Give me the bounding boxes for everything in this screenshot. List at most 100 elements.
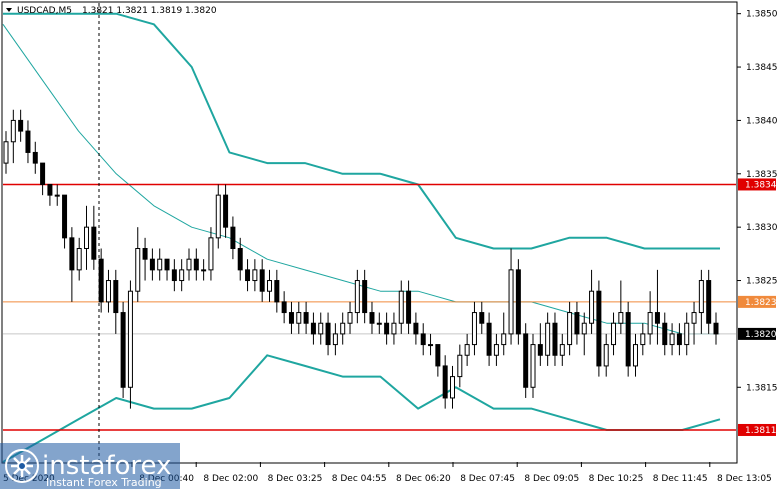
x-tick-label: 8 Dec 03:25 xyxy=(268,474,323,484)
candle xyxy=(537,323,543,366)
y-tick-label: 1.3830 xyxy=(746,223,778,233)
candle xyxy=(171,259,177,292)
logo-emblem-icon xyxy=(5,449,39,483)
candle xyxy=(640,323,646,356)
candle xyxy=(10,109,16,164)
candle xyxy=(62,194,68,249)
candle-body xyxy=(47,183,53,196)
candle-body xyxy=(120,312,126,388)
candle-body xyxy=(669,333,675,346)
candle xyxy=(208,227,214,281)
candle-body xyxy=(384,322,390,335)
candle-body xyxy=(611,322,617,346)
candle xyxy=(654,269,660,345)
candle xyxy=(18,109,24,142)
dropdown-triangle-icon[interactable] xyxy=(6,8,12,12)
candle-body xyxy=(18,119,24,132)
candle-body xyxy=(662,322,668,346)
candle xyxy=(486,312,492,366)
candle xyxy=(69,227,75,302)
candle xyxy=(325,312,331,356)
candle-body xyxy=(515,269,521,335)
candle xyxy=(127,280,133,409)
candle-body xyxy=(698,280,704,314)
plot-frame xyxy=(1,1,738,464)
candle xyxy=(449,365,455,409)
candle xyxy=(135,227,141,302)
candle xyxy=(332,323,338,356)
candle xyxy=(632,333,638,377)
candle-body xyxy=(457,354,463,378)
candle-body xyxy=(479,312,485,324)
resistance-price-tag xyxy=(738,178,776,191)
x-tick-label: 8 Dec 06:20 xyxy=(396,474,451,484)
y-tick-label: 1.3815 xyxy=(746,383,778,393)
candle xyxy=(471,301,477,356)
candle-body xyxy=(691,312,697,324)
candle-body xyxy=(632,344,638,367)
candle xyxy=(376,312,382,334)
y-tick-label: 1.3835 xyxy=(746,170,778,180)
candle xyxy=(391,312,397,345)
candle-body xyxy=(259,269,265,292)
candle-body xyxy=(567,312,573,346)
candle xyxy=(245,259,251,292)
candle-body xyxy=(449,376,455,399)
candle xyxy=(515,259,521,345)
candle xyxy=(310,312,316,345)
candle-body xyxy=(296,312,302,324)
candle-body xyxy=(135,248,141,292)
candle-body xyxy=(354,280,360,314)
candle-body xyxy=(706,280,712,324)
candle-body xyxy=(274,280,280,303)
candle-body xyxy=(435,344,441,367)
candle-body xyxy=(508,269,514,335)
y-tick-label: 1.3850 xyxy=(746,10,778,20)
candle-body xyxy=(267,280,273,292)
candle xyxy=(662,312,668,356)
candle-body xyxy=(625,312,631,367)
candle-body xyxy=(62,194,68,239)
candle xyxy=(676,323,682,356)
candle xyxy=(164,258,170,281)
candle xyxy=(501,312,507,356)
candle xyxy=(567,301,573,356)
x-tick-label: 8 Dec 13:05 xyxy=(717,474,772,484)
candle xyxy=(625,301,631,377)
candle-body xyxy=(98,258,104,303)
candle-body xyxy=(105,280,111,303)
candle-body xyxy=(237,248,243,271)
candle-body xyxy=(157,258,163,271)
current-price-tag xyxy=(738,327,776,340)
candle-body xyxy=(406,290,412,324)
candle-body xyxy=(281,301,287,314)
candle xyxy=(713,312,719,345)
candle-body xyxy=(3,141,9,164)
resistance-price-label: 1.3834 xyxy=(745,180,777,190)
candle xyxy=(574,301,580,345)
candle xyxy=(479,301,485,334)
candle-body xyxy=(640,333,646,346)
candle xyxy=(120,301,126,398)
candle xyxy=(318,312,324,345)
y-tick-label: 1.3840 xyxy=(746,116,778,126)
ohlc-values: 1.3821 1.3821 1.3819 1.3820 xyxy=(82,6,217,16)
instaforex-logo: instaforex Instant Forex Trading xyxy=(0,443,180,489)
candle-body xyxy=(318,322,324,335)
candle xyxy=(435,344,441,377)
candle-body xyxy=(171,269,177,282)
candle xyxy=(508,248,514,345)
candle-body xyxy=(530,344,536,388)
candle-body xyxy=(288,312,294,324)
price-axis: 1.3850 1.3845 1.3840 1.3835 1.3830 1.3825 1.38… xyxy=(737,10,778,393)
x-tick-label: 8 Dec 02:00 xyxy=(203,474,258,484)
candle-body xyxy=(493,344,499,356)
candle-body xyxy=(149,258,155,271)
candle-body xyxy=(113,280,119,314)
candle-body xyxy=(303,312,309,324)
candle xyxy=(25,120,31,164)
y-tick-label: 1.3825 xyxy=(746,277,778,287)
candle xyxy=(384,312,390,345)
logo-tagline: Instant Forex Trading xyxy=(46,476,162,489)
